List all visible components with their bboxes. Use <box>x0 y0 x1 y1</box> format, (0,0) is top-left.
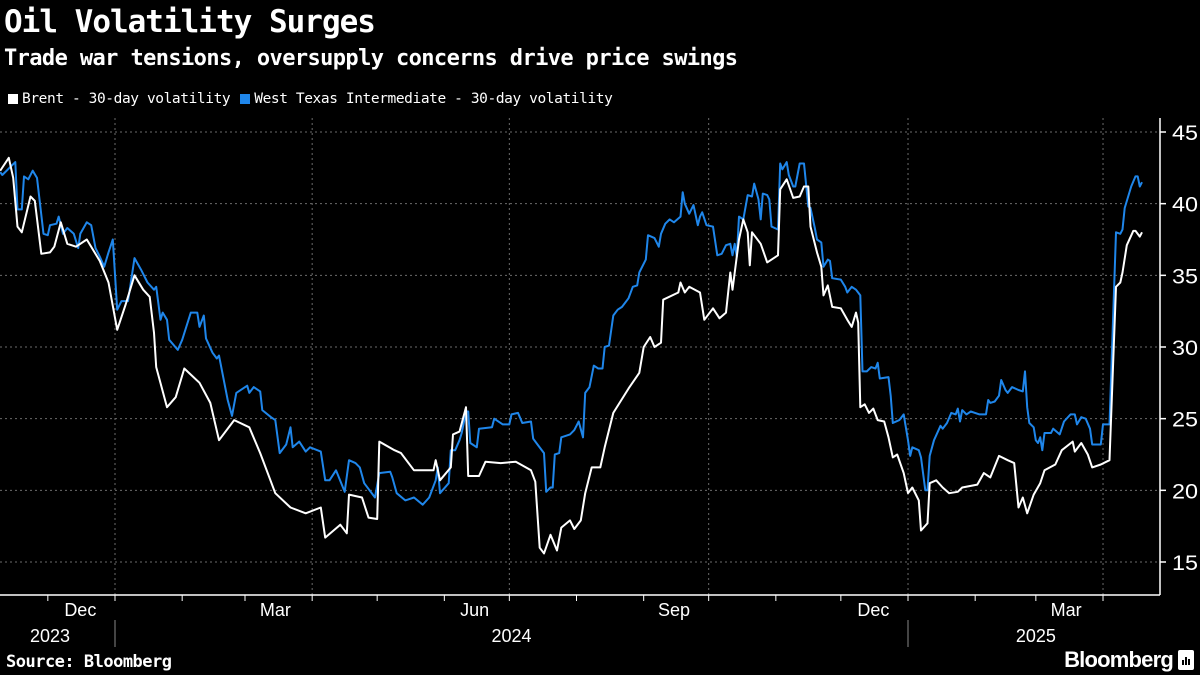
y-tick-label: 15 <box>1172 552 1198 575</box>
x-month-label: Dec <box>64 600 96 620</box>
brent-volatility-line <box>0 156 1143 555</box>
y-tick-label: 30 <box>1172 337 1198 360</box>
legend-label-wti: West Texas Intermediate - 30-day volatil… <box>254 91 613 107</box>
x-month-label: Mar <box>1051 600 1082 620</box>
bloomberg-logo: Bloomberg <box>1064 647 1194 673</box>
legend-label-brent: Brent - 30-day volatility <box>22 91 231 107</box>
y-tick-label: 45 <box>1172 122 1198 145</box>
x-year-label: 2024 <box>491 626 531 646</box>
x-month-label: Sep <box>658 600 690 620</box>
legend-swatch-wti <box>240 94 251 104</box>
legend: Brent - 30-day volatility West Texas Int… <box>8 91 613 107</box>
chart-title: Oil Volatility Surges <box>4 4 376 40</box>
brand-name: Bloomberg <box>1064 647 1174 672</box>
legend-swatch-brent <box>8 94 18 104</box>
legend-item-wti: West Texas Intermediate - 30-day volatil… <box>240 91 613 107</box>
x-month-label: Dec <box>857 600 889 620</box>
x-month-label: Jun <box>460 600 489 620</box>
bloomberg-chart-icon <box>1178 650 1194 670</box>
wti-volatility-line <box>0 161 1143 506</box>
source-note: Source: Bloomberg <box>6 652 172 672</box>
y-tick-label: 25 <box>1172 409 1198 432</box>
y-tick-label: 35 <box>1172 265 1198 288</box>
x-year-label: 2023 <box>30 626 70 646</box>
chart-subtitle: Trade war tensions, oversupply concerns … <box>4 46 738 71</box>
legend-item-brent: Brent - 30-day volatility <box>8 91 231 107</box>
y-tick-label: 20 <box>1172 480 1198 503</box>
x-year-label: 2025 <box>1016 626 1056 646</box>
y-tick-label: 40 <box>1172 194 1198 217</box>
x-month-label: Mar <box>260 600 291 620</box>
